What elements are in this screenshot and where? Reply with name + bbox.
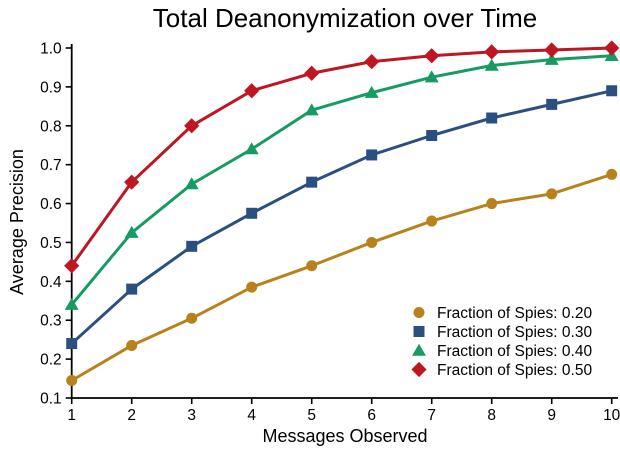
data-point (366, 236, 378, 248)
y-axis-label: Average Precision (7, 149, 27, 295)
data-point (544, 42, 560, 58)
data-point (124, 174, 140, 190)
data-point (64, 297, 79, 310)
data-point (366, 149, 378, 161)
y-tick-label: 0.6 (40, 196, 62, 213)
x-tick-label: 7 (427, 407, 436, 424)
data-point (66, 338, 78, 350)
data-point (126, 340, 138, 351)
legend-marker-triangle-icon (412, 343, 426, 356)
x-tick-label: 5 (307, 407, 316, 424)
y-tick-label: 0.8 (40, 118, 62, 135)
legend-marker-square-icon (413, 326, 425, 337)
data-point (304, 65, 320, 81)
y-tick-label: 0.7 (40, 157, 62, 174)
data-point (306, 260, 318, 272)
x-tick-label: 1 (67, 407, 76, 424)
chart-title: Total Deanonymization over Time (152, 3, 538, 33)
y-tick-label: 1.0 (40, 41, 62, 58)
data-point (306, 176, 318, 188)
data-point (424, 70, 439, 83)
x-tick-label: 4 (247, 407, 256, 424)
x-tick-label: 2 (127, 407, 136, 424)
series-line (70, 172, 613, 382)
data-point (606, 168, 618, 180)
legend-label: Fraction of Spies: 0.40 (437, 343, 592, 360)
data-point (244, 83, 260, 99)
legend-label: Fraction of Spies: 0.20 (437, 305, 592, 322)
x-tick-label: 10 (603, 407, 620, 424)
data-point (124, 225, 139, 238)
y-tick-label: 0.5 (40, 235, 62, 252)
x-tick-label: 6 (367, 407, 376, 424)
data-point (126, 283, 138, 295)
x-tick-label: 9 (547, 407, 556, 424)
legend-label: Fraction of Spies: 0.30 (437, 324, 592, 341)
data-point (184, 177, 199, 190)
data-point (424, 48, 440, 64)
data-point (484, 44, 500, 60)
data-point (186, 240, 198, 252)
data-point (484, 58, 499, 71)
data-point (486, 198, 498, 210)
data-point (64, 258, 80, 274)
x-tick-label: 3 (187, 407, 196, 424)
data-point (184, 118, 200, 134)
legend-marker-diamond-icon (411, 361, 427, 378)
data-point (246, 281, 258, 293)
data-point (186, 312, 198, 324)
y-tick-label: 0.4 (40, 274, 62, 291)
data-point (546, 188, 558, 200)
series-line (70, 46, 612, 267)
legend-marker-circle-icon (413, 307, 425, 318)
data-point (244, 142, 259, 155)
data-point (544, 52, 559, 65)
y-tick-label: 0.1 (40, 391, 62, 408)
y-tick-label: 0.3 (40, 313, 62, 330)
data-point (604, 40, 620, 56)
data-point (304, 103, 319, 116)
legend-label: Fraction of Spies: 0.50 (437, 362, 592, 379)
x-tick-label: 8 (487, 407, 496, 424)
series-line (70, 54, 612, 306)
data-point (246, 207, 258, 219)
data-point (66, 375, 78, 386)
data-point (606, 85, 618, 97)
data-point (486, 112, 498, 124)
data-point (426, 215, 438, 227)
y-tick-label: 0.9 (40, 79, 62, 96)
y-tick-label: 0.2 (40, 352, 62, 369)
data-point (364, 54, 380, 70)
data-point (546, 98, 558, 110)
series-line (70, 89, 613, 345)
data-point (364, 85, 379, 98)
x-axis-label: Messages Observed (262, 426, 428, 446)
data-point (426, 130, 438, 141)
